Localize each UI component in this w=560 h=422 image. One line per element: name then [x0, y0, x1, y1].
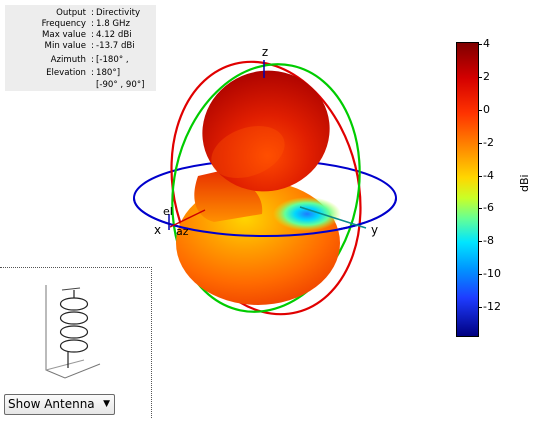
info-label-output: Output [56, 8, 86, 18]
show-antenna-label: Show Antenna [8, 397, 95, 411]
info-row-frequency: Frequency : 1.8 GHz [5, 18, 156, 30]
colorbar-tick-label: 2 [483, 69, 490, 83]
upper-lobe-highlight [211, 125, 285, 179]
colorbar-tick [478, 109, 482, 111]
info-label-min-value: Min value [44, 41, 86, 51]
az-axis-label: az [176, 225, 189, 238]
info-separator: : [91, 30, 94, 40]
radiation-pattern-plot[interactable]: z y x el az [0, 0, 455, 330]
null-region [273, 197, 341, 231]
info-separator: : [91, 68, 94, 78]
colorbar-tick-label: -4 [483, 168, 494, 182]
info-label-azimuth: Azimuth [50, 55, 86, 65]
colorbar-tick [478, 175, 482, 177]
colorbar-gradient [456, 42, 479, 337]
x-axis-line [169, 209, 206, 228]
chevron-down-icon: ▼ [103, 399, 110, 409]
colorbar-tick-label: 0 [483, 102, 490, 116]
info-value-max-value: 4.12 dBi [96, 30, 132, 40]
colorbar-tick [478, 241, 482, 243]
info-label-frequency: Frequency [41, 19, 86, 29]
pattern-info-panel: Output : Directivity Frequency : 1.8 GHz… [5, 5, 156, 91]
info-separator: : [91, 19, 94, 29]
upper-lobe [202, 70, 330, 192]
elevation-ring-red [170, 60, 362, 316]
y-axis-label: y [371, 223, 378, 237]
info-row-continuation: [-90° , 90°] [5, 79, 156, 91]
info-row-elevation: Elevation : 180°] [5, 67, 156, 79]
colorbar-tick [478, 76, 482, 78]
colorbar-tick-label: -2 [483, 135, 494, 149]
colorbar-tick-label: 4 [483, 36, 490, 50]
show-antenna-dropdown[interactable]: Show Antenna ▼ [4, 394, 115, 415]
helix-antenna-icon [45, 285, 101, 379]
colorbar-unit-label: dBi [518, 174, 531, 192]
z-axis-label: z [262, 45, 268, 59]
info-row-azimuth: Azimuth : [-180° , [5, 54, 156, 66]
colorbar-tick [478, 208, 482, 210]
elevation-ring-green [171, 63, 361, 313]
colorbar-tick-label: -8 [483, 234, 494, 248]
info-separator: : [91, 55, 94, 65]
info-value-elevation-range: [-90° , 90°] [96, 80, 145, 90]
colorbar-tick [478, 307, 482, 309]
info-row-max-value: Max value : 4.12 dBi [5, 29, 156, 41]
info-value-elevation: 180°] [96, 68, 121, 78]
info-value-frequency: 1.8 GHz [96, 19, 131, 29]
info-separator: : [91, 41, 94, 51]
info-label-elevation: Elevation [46, 68, 86, 78]
info-label-max-value: Max value [42, 30, 86, 40]
colorbar-tick-label: -6 [483, 201, 494, 215]
info-row-output: Output : Directivity [5, 7, 156, 19]
info-value-azimuth: [-180° , [96, 55, 129, 65]
x-axis-label: x [154, 223, 161, 237]
colorbar-tick-label: -12 [483, 300, 501, 314]
colorbar-tick-label: -10 [483, 267, 501, 281]
info-value-min-value: -13.7 dBi [96, 41, 135, 51]
info-value-output: Directivity [96, 8, 141, 18]
info-separator: : [91, 8, 94, 18]
colorbar-tick [478, 43, 482, 45]
colorbar-tick [478, 274, 482, 276]
colorbar: 4 2 0 -2 -4 -6 -8 -10 -12 dBi [455, 37, 555, 342]
el-axis-label: el [163, 205, 173, 218]
info-row-min-value: Min value : -13.7 dBi [5, 40, 156, 52]
antenna-preview-panel [0, 267, 152, 418]
azimuth-ring-front [133, 197, 397, 237]
y-axis-line [299, 206, 367, 229]
colorbar-tick [478, 142, 482, 144]
